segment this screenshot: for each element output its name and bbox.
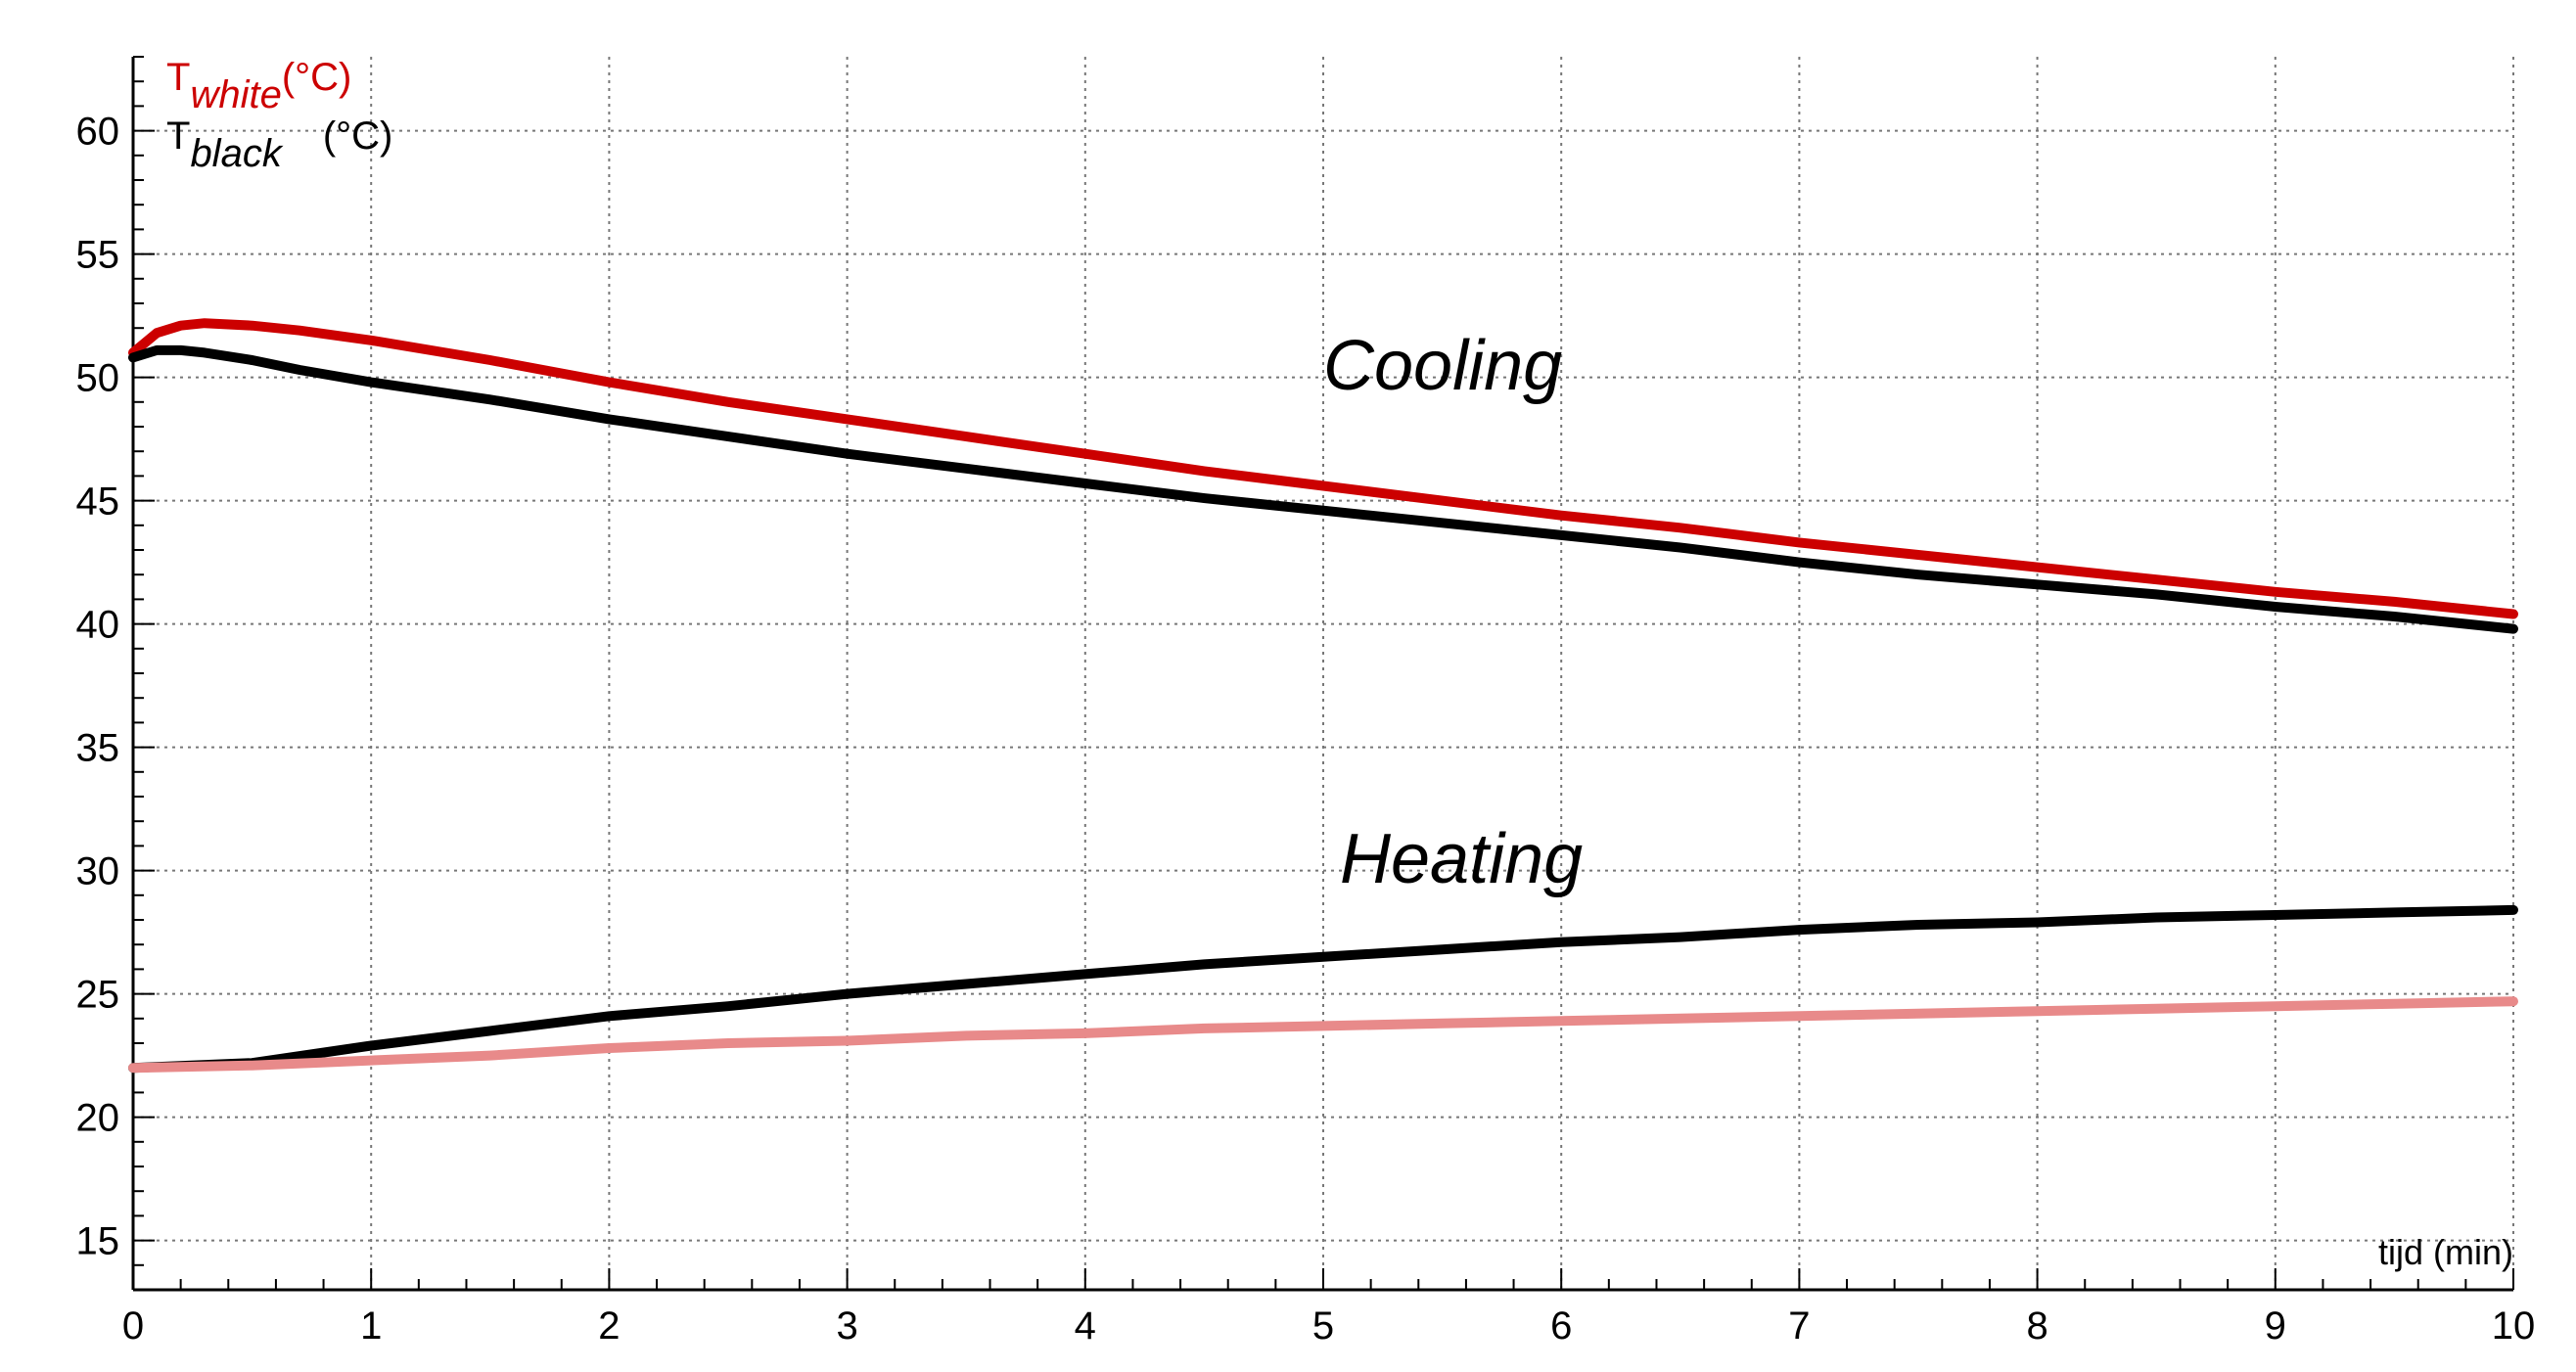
series-line-cooling-1 — [128, 344, 2518, 634]
annotation-heating: Heating — [1340, 820, 1583, 898]
legend-white-base: T — [166, 56, 190, 99]
x-tick-label: 6 — [1550, 1304, 1572, 1348]
series — [128, 318, 2518, 1074]
series-line-heating-3 — [128, 996, 2518, 1074]
x-tick-label: 5 — [1312, 1304, 1334, 1348]
y-tick-label: 20 — [76, 1097, 120, 1140]
x-tick-label: 4 — [1075, 1304, 1096, 1348]
series-line-heating-2 — [128, 904, 2518, 1074]
legend-black-base: T — [166, 114, 190, 158]
y-tick-label: 15 — [76, 1220, 120, 1263]
grid — [133, 57, 2514, 1290]
x-tick-label: 2 — [598, 1304, 620, 1348]
y-tick-label: 35 — [76, 727, 120, 770]
x-tick-label: 1 — [360, 1304, 382, 1348]
y-tick-label: 50 — [76, 357, 120, 400]
legend-black-sub: black — [190, 132, 283, 175]
y-tick-label: 60 — [76, 111, 120, 154]
legend-black: Tblack (°C) — [166, 114, 392, 175]
axes — [131, 56, 2514, 1292]
x-tick-label: 0 — [122, 1304, 144, 1348]
y-tick-label: 25 — [76, 974, 120, 1017]
legend-white-sub: white — [190, 73, 281, 116]
x-tick-label: 7 — [1788, 1304, 1810, 1348]
series-line-cooling-0 — [128, 318, 2518, 619]
annotation-cooling: Cooling — [1323, 327, 1562, 405]
y-tick-label: 45 — [76, 480, 120, 524]
legend-black-unit: (°C) — [323, 114, 393, 158]
legend-white-unit: (°C) — [282, 56, 352, 99]
y-tick-label: 40 — [76, 604, 120, 647]
x-tick-label: 3 — [836, 1304, 857, 1348]
x-tick-label: 10 — [2492, 1304, 2536, 1348]
x-tick-label: 9 — [2265, 1304, 2286, 1348]
y-tick-label: 30 — [76, 850, 120, 893]
y-tick-label: 55 — [76, 234, 120, 277]
x-axis-label: tijd (min) — [2378, 1232, 2513, 1272]
labels: 0 1 2 3 4 5 6 7 8 9 1015202530354045505560CoolingH… — [76, 111, 2536, 1348]
x-tick-label: 8 — [2026, 1304, 2047, 1348]
legend-white: Twhite(°C) — [166, 56, 351, 116]
